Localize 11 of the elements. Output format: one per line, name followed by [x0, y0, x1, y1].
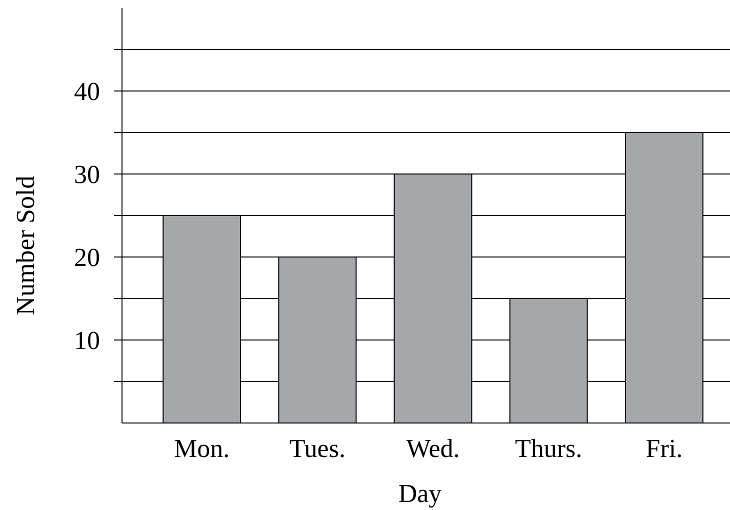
x-tick-label: Mon. [174, 434, 230, 463]
y-tick-label: 10 [74, 326, 100, 356]
y-tick-label: 20 [74, 243, 100, 272]
x-tick-label: Fri. [646, 434, 683, 463]
y-tick-label: 40 [74, 77, 100, 106]
x-axis-title: Day [398, 479, 442, 508]
y-tick-label: 30 [74, 160, 100, 190]
x-tick-label: Wed. [406, 434, 460, 463]
y-axis-title: Number Sold [11, 176, 40, 316]
x-tick-label: Tues. [289, 434, 346, 463]
x-tick-label: Thurs. [514, 434, 582, 463]
